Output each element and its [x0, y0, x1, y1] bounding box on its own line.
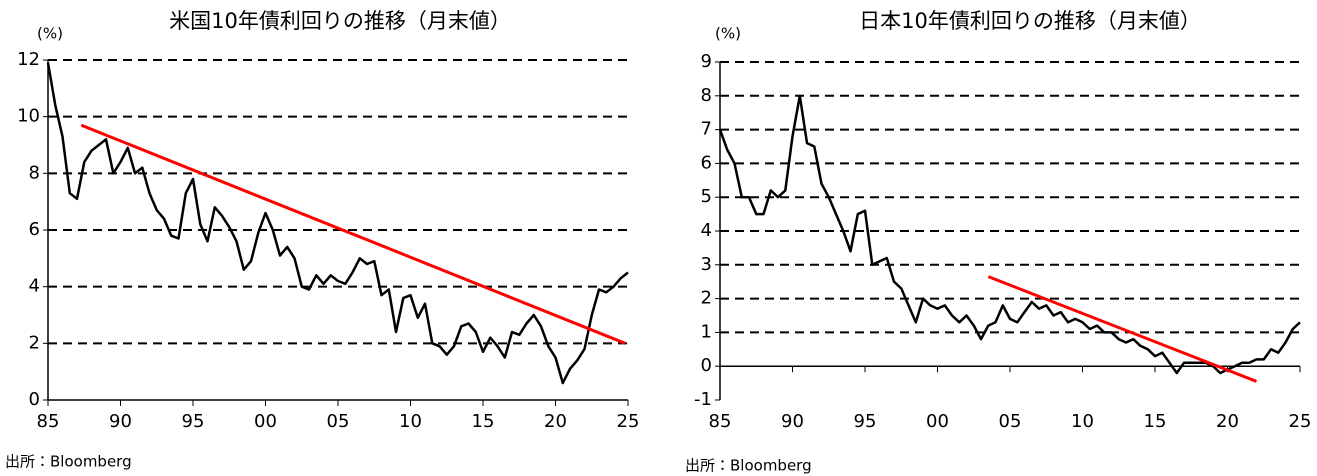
x-tick-label: 10 — [1071, 411, 1094, 432]
x-tick-label: 15 — [1144, 411, 1167, 432]
y-axis-label: (%) — [37, 25, 63, 43]
chart-title: 米国10年債利回りの推移（月末値） — [169, 9, 511, 33]
y-tick-label: 4 — [701, 220, 712, 241]
data-line — [46, 62, 629, 385]
x-tick-label: 20 — [1216, 411, 1239, 432]
x-tick-label: 05 — [327, 411, 350, 432]
source-note: 出所：Bloomberg — [685, 457, 812, 475]
y-tick-label: 9 — [701, 51, 712, 72]
y-tick-label: 6 — [701, 152, 712, 173]
y-tick-label: 8 — [29, 162, 40, 183]
x-tick-label: 10 — [399, 411, 422, 432]
x-tick-label: 25 — [617, 411, 640, 432]
data-line — [718, 94, 1301, 375]
source-note: 出所：Bloomberg — [5, 453, 132, 471]
y-tick-label: 2 — [29, 332, 40, 353]
x-tick-label: 85 — [37, 411, 60, 432]
y-tick-label: 0 — [29, 389, 40, 410]
y-tick-label: 8 — [701, 85, 712, 106]
y-tick-label: 3 — [701, 254, 712, 275]
y-tick-label: 7 — [701, 119, 712, 140]
x-tick-label: 00 — [926, 411, 949, 432]
trend-line — [80, 123, 626, 345]
x-tick-label: 00 — [254, 411, 277, 432]
y-tick-label: 10 — [17, 106, 40, 127]
x-tick-label: 95 — [182, 411, 205, 432]
y-tick-label: 2 — [701, 288, 712, 309]
y-tick-label: 6 — [29, 219, 40, 240]
y-tick-label: 12 — [17, 49, 40, 70]
trend-line — [987, 275, 1258, 383]
y-tick-label: 1 — [701, 321, 712, 342]
x-tick-label: 90 — [781, 411, 804, 432]
x-tick-label: 90 — [109, 411, 132, 432]
x-tick-label: 15 — [472, 411, 495, 432]
y-axis-label: (%) — [715, 25, 741, 43]
x-tick-label: 25 — [1289, 411, 1312, 432]
x-tick-label: 05 — [999, 411, 1022, 432]
y-tick-label: 4 — [29, 276, 40, 297]
y-tick-label: 5 — [701, 186, 712, 207]
chart-title: 日本10年債利回りの推移（月末値） — [859, 9, 1201, 33]
x-tick-label: 20 — [544, 411, 567, 432]
x-tick-label: 85 — [709, 411, 732, 432]
y-tick-label: 0 — [701, 355, 712, 376]
y-tick-label: -1 — [694, 389, 712, 410]
x-tick-label: 95 — [854, 411, 877, 432]
